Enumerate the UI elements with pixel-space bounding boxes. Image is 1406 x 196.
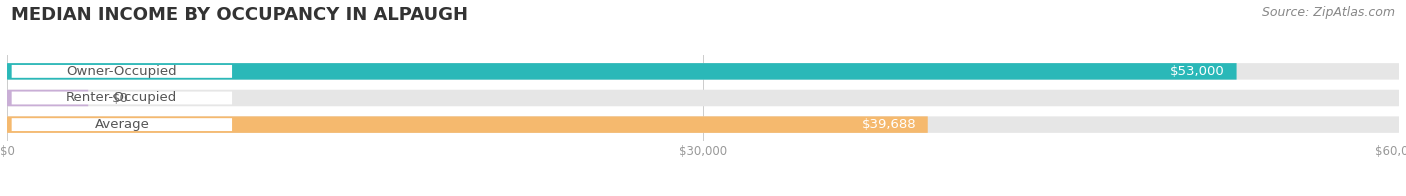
FancyBboxPatch shape: [7, 63, 1399, 80]
Text: Average: Average: [94, 118, 149, 131]
FancyBboxPatch shape: [7, 63, 1237, 80]
FancyBboxPatch shape: [11, 65, 232, 78]
Text: Owner-Occupied: Owner-Occupied: [66, 65, 177, 78]
Text: $39,688: $39,688: [862, 118, 917, 131]
FancyBboxPatch shape: [7, 116, 928, 133]
FancyBboxPatch shape: [7, 90, 89, 106]
Text: MEDIAN INCOME BY OCCUPANCY IN ALPAUGH: MEDIAN INCOME BY OCCUPANCY IN ALPAUGH: [11, 6, 468, 24]
Text: Renter-Occupied: Renter-Occupied: [66, 92, 177, 104]
Text: Source: ZipAtlas.com: Source: ZipAtlas.com: [1261, 6, 1395, 19]
FancyBboxPatch shape: [11, 118, 232, 131]
FancyBboxPatch shape: [7, 116, 1399, 133]
Text: $0: $0: [111, 92, 128, 104]
Text: $53,000: $53,000: [1170, 65, 1225, 78]
FancyBboxPatch shape: [11, 92, 232, 104]
FancyBboxPatch shape: [7, 90, 1399, 106]
